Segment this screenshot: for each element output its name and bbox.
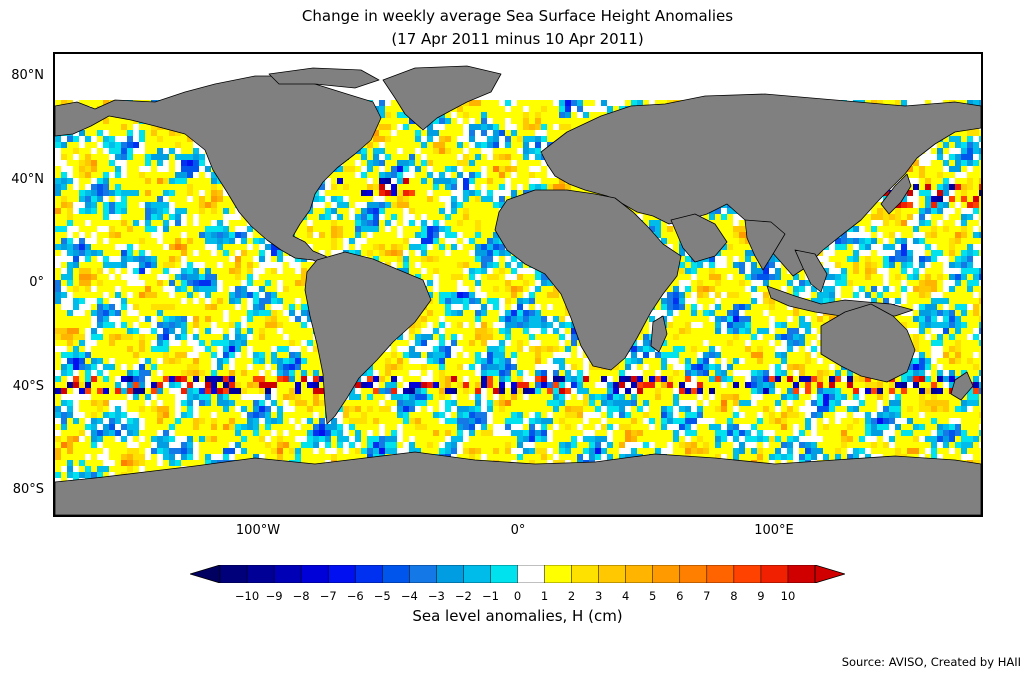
colorbar-under-arrow (190, 565, 221, 583)
colorbar-tick-label: −10 (234, 589, 260, 603)
colorbar-segment (354, 565, 383, 583)
land-south-america (304, 251, 432, 425)
colorbar-segment (733, 565, 762, 583)
lat-label-80s: 80°S (12, 482, 44, 497)
colorbar (190, 565, 845, 583)
colorbar-tick-label: −7 (319, 589, 337, 603)
colorbar-tick-label: 1 (540, 589, 549, 603)
colorbar-tick-label: 2 (567, 589, 576, 603)
colorbar-tick-label: 10 (780, 589, 796, 603)
colorbar-tick-label: −8 (292, 589, 310, 603)
land-australia (820, 303, 916, 383)
map-frame (53, 52, 983, 517)
chart-subtitle: (17 Apr 2011 minus 10 Apr 2011) (391, 30, 644, 48)
colorbar-tick-label: −4 (400, 589, 418, 603)
colorbar-segment (219, 565, 248, 583)
land-arabia (670, 213, 728, 263)
colorbar-segment (517, 565, 546, 583)
colorbar-tick-label: 0 (513, 589, 522, 603)
colorbar-label: Sea level anomalies, H (cm) (412, 607, 623, 625)
colorbar-segment (679, 565, 708, 583)
colorbar-segment (706, 565, 735, 583)
land-india (744, 219, 786, 271)
land-greenland (382, 65, 502, 131)
colorbar-tick-label: 7 (703, 589, 711, 603)
colorbar-segment (544, 565, 573, 583)
colorbar-segment (463, 565, 492, 583)
land-southeast-asia (794, 249, 828, 293)
colorbar-tick-label: 4 (622, 589, 630, 603)
land-new-zealand (950, 371, 974, 401)
colorbar-tick-label: −1 (481, 589, 499, 603)
colorbar-segment (787, 565, 816, 583)
colorbar-segment (598, 565, 627, 583)
colorbar-segment (490, 565, 519, 583)
sea-surface-height-map (55, 65, 981, 515)
colorbar-segment (273, 565, 302, 583)
colorbar-segment (436, 565, 464, 583)
colorbar-tick-label: −2 (454, 589, 472, 603)
colorbar-tick-label: 9 (757, 589, 765, 603)
land-japan (880, 173, 912, 215)
land-africa (494, 189, 682, 371)
lon-label-0: 0° (510, 523, 526, 538)
colorbar-segment (246, 565, 275, 583)
colorbar-tick-label: −5 (373, 589, 391, 603)
colorbar-tick-label: −6 (346, 589, 364, 603)
land-antarctica (55, 451, 981, 515)
lat-label-equator: 0° (29, 275, 44, 290)
colorbar-segment (571, 565, 600, 583)
land-madagascar (650, 315, 668, 353)
lat-label-40n: 40°N (11, 172, 44, 187)
colorbar-tick-label: 5 (649, 589, 657, 603)
colorbar-tick-label: −3 (427, 589, 445, 603)
lat-label-80n: 80°N (11, 68, 44, 83)
source-credit: Source: AVISO, Created by HAII (841, 655, 1021, 669)
colorbar-over-arrow (814, 565, 845, 583)
colorbar-segment (409, 565, 437, 583)
colorbar-tick-label: 6 (676, 589, 684, 603)
lat-label-40s: 40°S (12, 379, 44, 394)
land-layer (55, 65, 981, 515)
colorbar-segment (760, 565, 789, 583)
colorbar-tick-label: 8 (730, 589, 738, 603)
land-north-america (55, 75, 382, 267)
lon-label-100w: 100°W (235, 523, 281, 538)
chart-title: Change in weekly average Sea Surface Hei… (301, 7, 734, 25)
land-arctic-islands (268, 67, 380, 89)
colorbar-segment (625, 565, 654, 583)
colorbar-tick-label: 3 (594, 589, 603, 603)
lon-label-100e: 100°E (754, 523, 794, 538)
colorbar-segment (652, 565, 681, 583)
colorbar-segment (382, 565, 410, 583)
land-eurasia (540, 93, 981, 277)
colorbar-tick-label: −9 (265, 589, 283, 603)
colorbar-segment (327, 565, 356, 583)
colorbar-segment (300, 565, 329, 583)
